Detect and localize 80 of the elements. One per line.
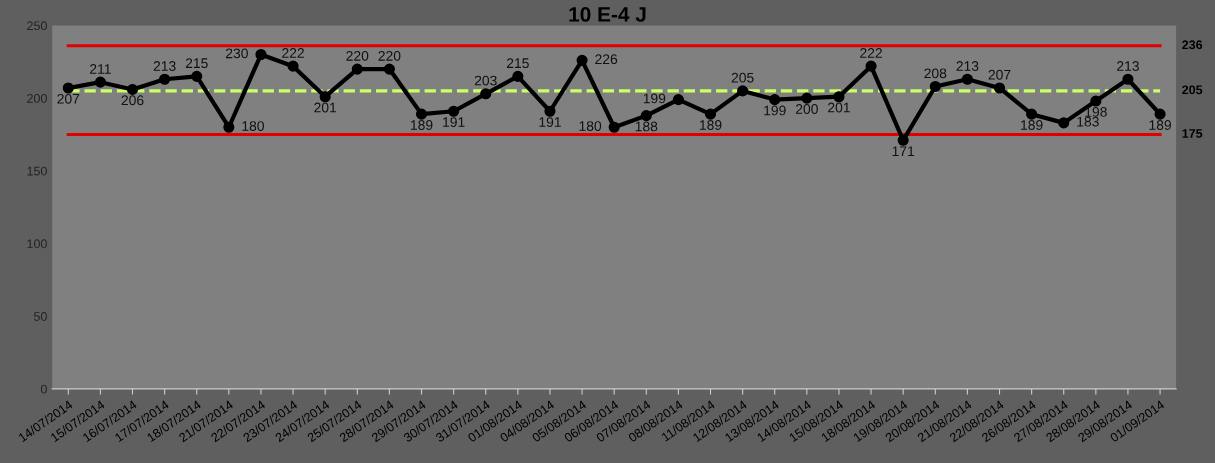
data-label: 226 — [595, 54, 618, 65]
point — [993, 82, 1006, 94]
y-tick-label: 0 — [40, 384, 47, 394]
ref-line-label: 236 — [1182, 40, 1203, 50]
data-label: 220 — [346, 50, 369, 61]
data-label: 201 — [828, 102, 850, 113]
data-label: 215 — [506, 58, 529, 69]
point — [351, 63, 363, 75]
point — [94, 76, 106, 88]
data-label: 203 — [474, 75, 497, 86]
ref-line-label: 175 — [1182, 129, 1203, 138]
point — [865, 60, 877, 72]
y-tick-label: 250 — [27, 21, 47, 31]
data-label: 180 — [242, 121, 264, 131]
point — [1058, 117, 1070, 129]
point — [1122, 73, 1134, 85]
point — [255, 48, 267, 61]
point — [223, 121, 235, 133]
y-tick-label: 150 — [27, 166, 47, 176]
point — [704, 108, 717, 120]
data-label: 198 — [1085, 106, 1107, 117]
point — [1090, 95, 1102, 107]
data-label: 180 — [579, 121, 602, 131]
point — [801, 92, 813, 104]
data-label: 199 — [643, 93, 666, 104]
point — [1154, 108, 1166, 120]
point — [672, 94, 684, 106]
data-label: 208 — [924, 68, 947, 79]
data-label: 199 — [764, 105, 786, 116]
y-tick-label: 50 — [33, 312, 47, 321]
point — [640, 110, 652, 122]
point — [62, 82, 74, 94]
data-label: 183 — [1077, 116, 1099, 127]
data-label: 207 — [57, 93, 80, 104]
data-label: 220 — [378, 50, 401, 61]
point — [191, 70, 203, 82]
point — [126, 83, 139, 95]
point — [576, 54, 588, 66]
data-label: 230 — [225, 48, 248, 59]
y-tick-label: 200 — [27, 93, 47, 103]
point — [415, 108, 428, 120]
data-label: 213 — [956, 61, 979, 71]
point — [383, 63, 395, 75]
chart-title: 10 E-4 J — [569, 7, 646, 22]
point — [769, 94, 781, 106]
ref-line-label: 205 — [1182, 85, 1203, 95]
data-label: 200 — [795, 104, 818, 114]
point — [1026, 108, 1038, 120]
data-label: 207 — [988, 69, 1011, 80]
data-label: 191 — [539, 117, 561, 127]
point — [544, 105, 556, 117]
point — [961, 73, 973, 85]
data-label: 213 — [1117, 61, 1139, 71]
data-label: 211 — [90, 64, 111, 74]
point — [897, 134, 909, 146]
data-label: 191 — [443, 117, 465, 127]
data-label: 222 — [860, 48, 882, 58]
data-label: 189 — [1021, 120, 1043, 130]
point — [833, 91, 845, 103]
data-label: 171 — [892, 146, 915, 156]
data-label: 188 — [635, 121, 658, 132]
point — [929, 80, 941, 93]
data-label: 222 — [282, 48, 304, 58]
point — [737, 85, 749, 97]
point — [287, 60, 299, 72]
point — [608, 121, 620, 133]
data-label: 189 — [410, 120, 433, 130]
data-label: 201 — [314, 102, 337, 113]
point — [319, 91, 331, 103]
data-label: 206 — [121, 95, 144, 106]
data-label: 215 — [185, 58, 208, 69]
point — [480, 88, 492, 100]
point — [512, 70, 524, 82]
point — [159, 73, 171, 85]
point — [448, 105, 460, 117]
data-label: 213 — [153, 61, 176, 71]
data-label: 189 — [699, 120, 722, 130]
data-label: 205 — [731, 72, 754, 83]
y-tick-label: 100 — [27, 239, 47, 249]
data-label: 189 — [1149, 120, 1171, 130]
